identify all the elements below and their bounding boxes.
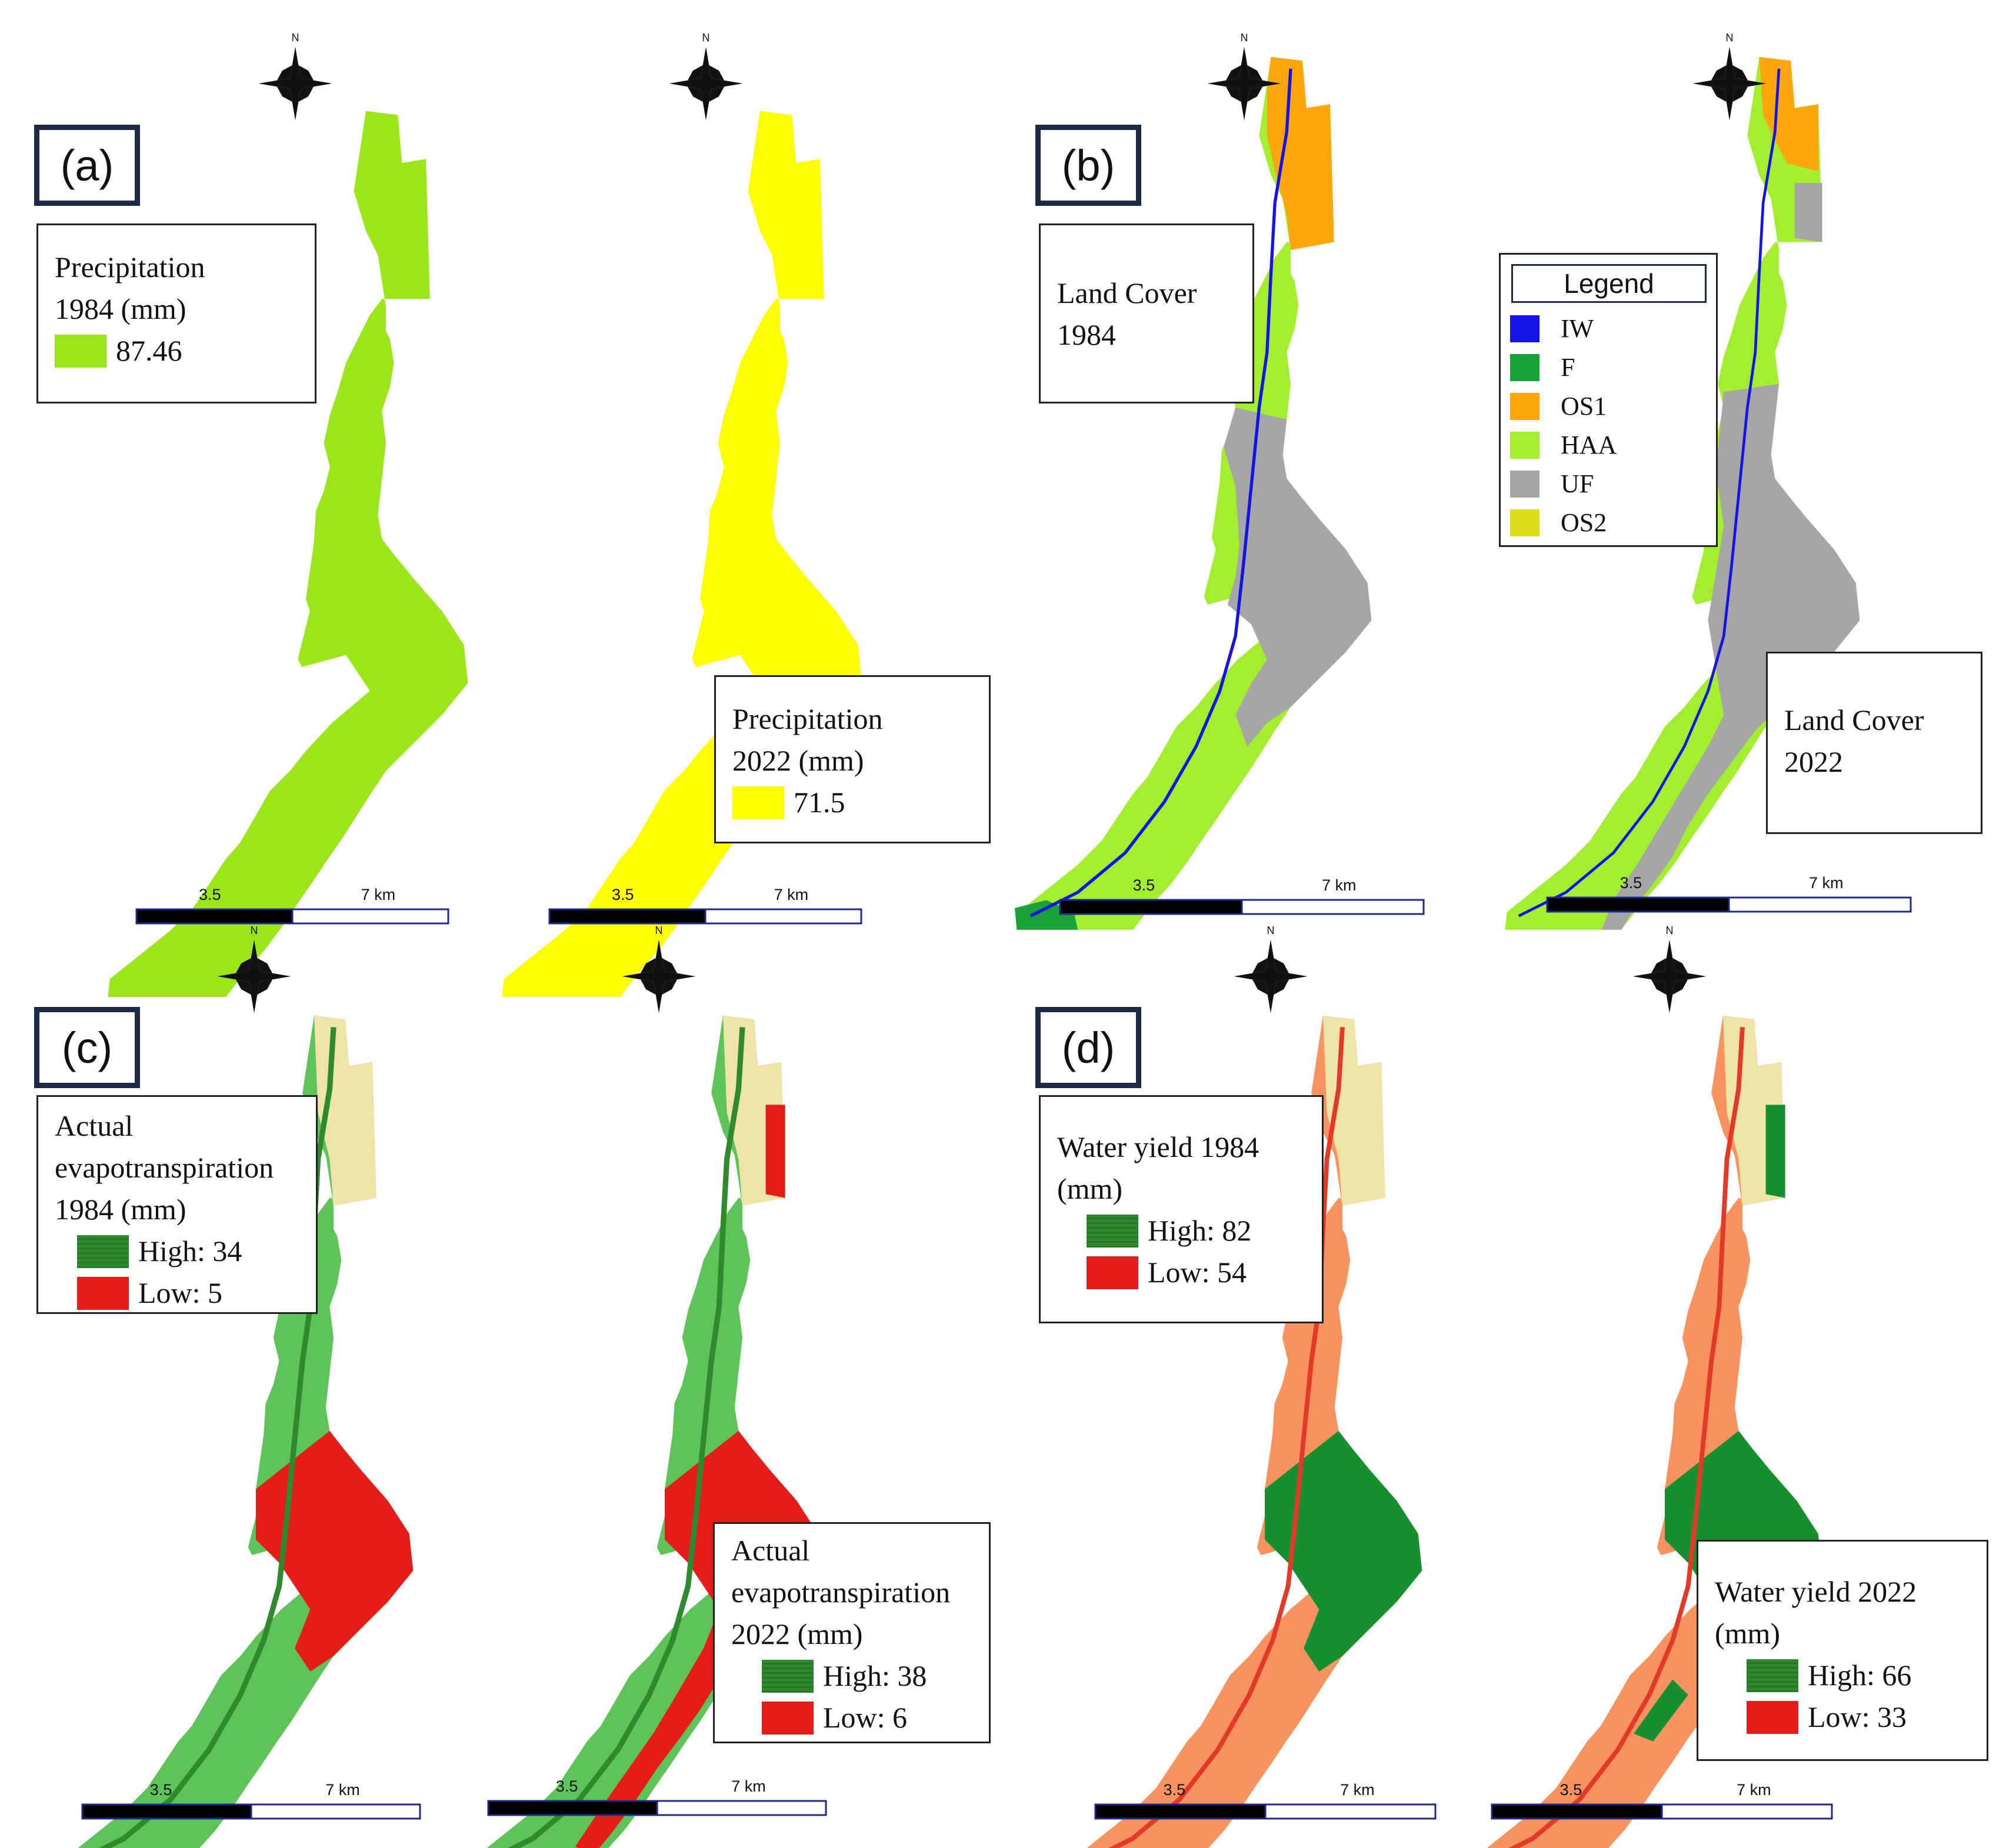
scale-bar <box>1059 899 1425 915</box>
north-arrow-icon: N <box>259 32 332 120</box>
north-label: N <box>251 925 258 936</box>
north-arrow-icon: N <box>669 32 742 120</box>
north-label: N <box>702 32 710 44</box>
panel-a-map-2022 <box>502 111 862 997</box>
panel-c-map-1984 <box>64 1015 414 1848</box>
north-arrow-icon: N <box>1693 32 1766 120</box>
panel-d-map-2022 <box>1472 1015 1822 1848</box>
north-label: N <box>1726 32 1734 44</box>
north-arrow-icon: N <box>218 925 291 1013</box>
panel-b-map-2022 <box>1505 56 1860 930</box>
panel-a-map-1984 <box>108 111 468 997</box>
north-label: N <box>292 32 299 44</box>
panel-d-map-1984 <box>1072 1015 1422 1848</box>
scale-bar <box>81 1803 421 1820</box>
north-arrow-icon: N <box>1234 925 1307 1013</box>
panel-b-map-1984 <box>1015 56 1372 930</box>
north-arrow-icon: N <box>622 925 695 1013</box>
panel-c-map-2022 <box>472 1015 822 1848</box>
scale-bar <box>487 1800 827 1816</box>
scale-bar <box>548 908 862 925</box>
north-label: N <box>1666 925 1674 936</box>
scale-bar <box>1491 1803 1833 1820</box>
north-label: N <box>1241 32 1248 44</box>
north-label: N <box>655 925 663 936</box>
scale-bar <box>1546 896 1912 913</box>
scale-bar <box>1094 1803 1437 1820</box>
north-label: N <box>1267 925 1275 936</box>
scale-bar <box>135 908 449 925</box>
north-arrow-icon: N <box>1208 32 1281 120</box>
north-arrow-icon: N <box>1633 925 1706 1013</box>
